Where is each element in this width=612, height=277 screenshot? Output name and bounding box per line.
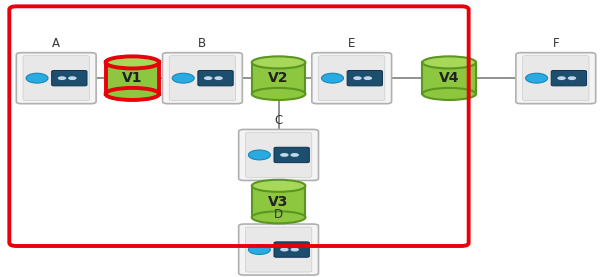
Text: V3: V3 bbox=[269, 194, 289, 209]
Circle shape bbox=[26, 73, 48, 83]
Circle shape bbox=[291, 248, 299, 252]
Text: D: D bbox=[274, 208, 283, 221]
FancyBboxPatch shape bbox=[245, 132, 312, 178]
Circle shape bbox=[214, 76, 223, 80]
FancyBboxPatch shape bbox=[245, 227, 312, 272]
Circle shape bbox=[280, 153, 289, 157]
Text: E: E bbox=[348, 37, 356, 50]
FancyBboxPatch shape bbox=[551, 70, 586, 86]
FancyBboxPatch shape bbox=[198, 70, 233, 86]
Bar bbox=[252, 186, 305, 217]
Ellipse shape bbox=[252, 180, 305, 192]
FancyBboxPatch shape bbox=[163, 53, 242, 104]
Circle shape bbox=[353, 76, 362, 80]
Bar bbox=[252, 62, 305, 94]
Text: C: C bbox=[274, 114, 283, 127]
Text: B: B bbox=[198, 37, 206, 50]
FancyBboxPatch shape bbox=[239, 224, 318, 275]
Circle shape bbox=[248, 150, 271, 160]
Circle shape bbox=[321, 73, 343, 83]
Bar bbox=[105, 62, 159, 94]
FancyBboxPatch shape bbox=[51, 70, 87, 86]
Circle shape bbox=[568, 76, 576, 80]
FancyBboxPatch shape bbox=[23, 56, 89, 101]
FancyBboxPatch shape bbox=[274, 147, 309, 163]
Ellipse shape bbox=[252, 211, 305, 223]
FancyBboxPatch shape bbox=[17, 53, 96, 104]
FancyBboxPatch shape bbox=[318, 56, 385, 101]
Text: V1: V1 bbox=[122, 71, 143, 85]
Circle shape bbox=[204, 76, 212, 80]
Ellipse shape bbox=[105, 88, 159, 100]
Text: V2: V2 bbox=[268, 71, 289, 85]
Circle shape bbox=[172, 73, 194, 83]
Bar bbox=[422, 62, 476, 94]
Circle shape bbox=[558, 76, 566, 80]
FancyBboxPatch shape bbox=[312, 53, 392, 104]
FancyBboxPatch shape bbox=[347, 70, 382, 86]
FancyBboxPatch shape bbox=[239, 129, 318, 180]
Text: F: F bbox=[553, 37, 559, 50]
Ellipse shape bbox=[252, 57, 305, 68]
Circle shape bbox=[291, 153, 299, 157]
Circle shape bbox=[68, 76, 76, 80]
FancyBboxPatch shape bbox=[170, 56, 236, 101]
FancyBboxPatch shape bbox=[274, 242, 309, 257]
Circle shape bbox=[248, 245, 271, 255]
FancyBboxPatch shape bbox=[523, 56, 589, 101]
FancyBboxPatch shape bbox=[516, 53, 595, 104]
Circle shape bbox=[526, 73, 548, 83]
Circle shape bbox=[364, 76, 372, 80]
Ellipse shape bbox=[422, 57, 476, 68]
Ellipse shape bbox=[105, 57, 159, 68]
Ellipse shape bbox=[422, 88, 476, 100]
Ellipse shape bbox=[252, 88, 305, 100]
Circle shape bbox=[280, 248, 289, 252]
Text: A: A bbox=[52, 37, 60, 50]
Circle shape bbox=[58, 76, 66, 80]
Text: V4: V4 bbox=[439, 71, 460, 85]
